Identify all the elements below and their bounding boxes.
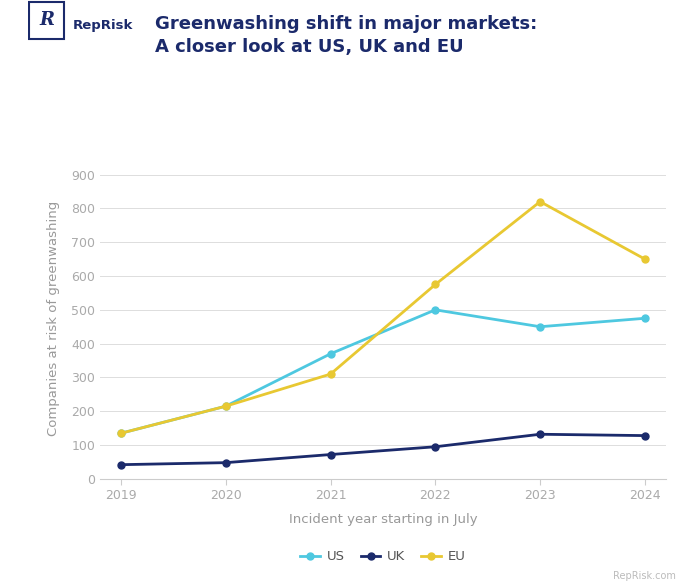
- Text: A closer look at US, UK and EU: A closer look at US, UK and EU: [155, 38, 464, 56]
- Legend: US, UK, EU: US, UK, EU: [295, 545, 471, 569]
- X-axis label: Incident year starting in July: Incident year starting in July: [288, 513, 477, 526]
- FancyBboxPatch shape: [30, 2, 63, 39]
- Y-axis label: Companies at risk of greenwashing: Companies at risk of greenwashing: [47, 201, 60, 436]
- Text: Greenwashing shift in major markets:: Greenwashing shift in major markets:: [155, 15, 538, 33]
- Text: RepRisk: RepRisk: [72, 19, 132, 32]
- Text: R: R: [39, 11, 54, 29]
- Text: RepRisk.com: RepRisk.com: [613, 571, 676, 581]
